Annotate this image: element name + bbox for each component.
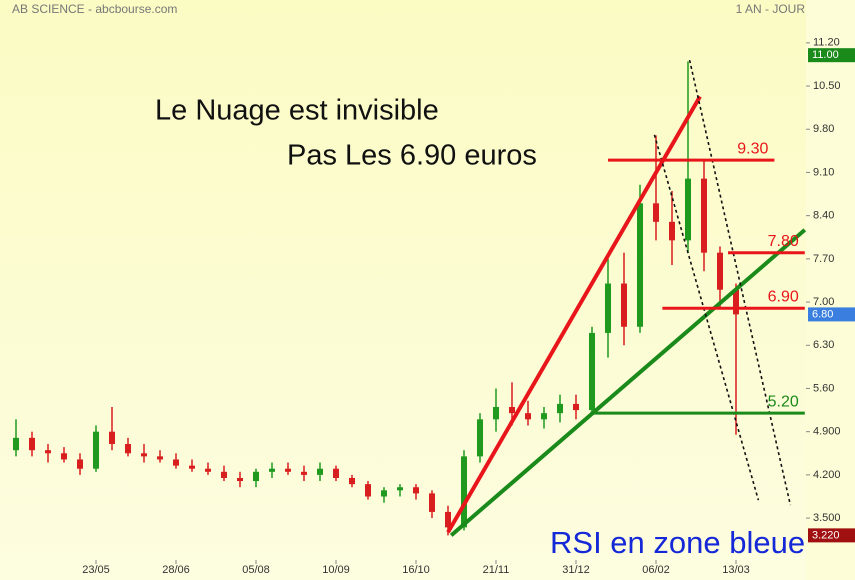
candle-body [461, 456, 467, 528]
candle-body [221, 471, 227, 478]
candle-body [637, 203, 643, 327]
x-tick-label: 28/06 [162, 564, 190, 576]
level-label: 6.90 [768, 288, 799, 305]
y-tick-label: 5.60 [813, 382, 834, 394]
x-tick-label: 31/12 [562, 564, 590, 576]
price-tag [808, 307, 855, 322]
candle-body [333, 468, 339, 478]
candle-body [205, 468, 211, 472]
chart-title: AB SCIENCE - abcbourse.com [12, 2, 177, 16]
x-tick-label: 06/02 [642, 564, 670, 576]
candle-body [541, 413, 547, 420]
candle-body [77, 459, 83, 469]
price-tag [808, 48, 855, 63]
level-label: 5.20 [768, 393, 799, 410]
candle-body [301, 471, 307, 475]
y-tick-label: 7.70 [813, 253, 834, 265]
x-tick-label: 13/03 [722, 564, 750, 576]
axis-layer: 3.500 4.200 4.900 5.60 6.30 7.00 7.70 8.40 9.10 9… [82, 37, 855, 576]
candle-body [445, 511, 451, 528]
candle-body [285, 468, 291, 472]
candle-body [269, 468, 275, 472]
candle-body [477, 419, 483, 457]
candle-body [605, 283, 611, 333]
candle-body [397, 487, 403, 491]
annotation: Le Nuage est invisible [155, 95, 439, 127]
y-tick-label: 6.30 [813, 339, 834, 351]
x-tick-label: 16/10 [402, 564, 430, 576]
candle-body [189, 465, 195, 469]
x-tick-label: 21/11 [483, 564, 510, 576]
trendline [446, 95, 702, 534]
candle-body [509, 406, 515, 414]
candle-body [141, 453, 147, 457]
candle-body [13, 437, 19, 451]
price-axis [806, 0, 855, 580]
candle-body [29, 437, 35, 451]
candle-body [717, 252, 723, 290]
trendline [449, 228, 807, 537]
annotation: RSI en zone bleue [550, 525, 805, 560]
candle-body [45, 450, 51, 454]
x-tick-label: 05/08 [242, 564, 270, 576]
candle-body [733, 289, 739, 315]
candle-body [413, 487, 419, 494]
y-tick-label: 3.500 [813, 512, 841, 524]
level-label: 9.30 [737, 140, 768, 157]
y-tick-label: 8.40 [813, 210, 834, 222]
y-tick-label: 4.900 [813, 426, 841, 438]
candle-body [349, 477, 355, 485]
candle-body [157, 456, 163, 460]
y-tick-label: 11.20 [813, 37, 840, 49]
price-tag-label: 6.80 [812, 308, 833, 320]
y-tick-label: 9.80 [813, 123, 834, 135]
candle-body [669, 221, 675, 241]
candle-body [253, 471, 259, 482]
candle-body [573, 403, 579, 411]
candle-body [685, 178, 691, 241]
trendline [688, 59, 792, 506]
y-tick-label: 10.50 [813, 80, 841, 92]
annotation: Pas Les 6.90 euros [287, 140, 537, 172]
plot-area: 9.30 7.80 6.90 5.20 [13, 59, 807, 537]
candle-body [621, 283, 627, 327]
candle-body [237, 477, 243, 482]
candle-body [525, 413, 531, 420]
x-tick-label: 23/05 [82, 564, 110, 576]
candle-body [317, 468, 323, 475]
candle-body [557, 403, 563, 414]
candle-body [109, 431, 115, 445]
price-tag-label: 3.220 [812, 529, 840, 541]
candle-body [173, 459, 179, 466]
x-tick-label: 10/09 [322, 564, 350, 576]
candle-body [93, 431, 99, 469]
candle-body [653, 203, 659, 222]
candle-body [589, 332, 595, 411]
candle-body [701, 178, 707, 253]
candle-body [365, 484, 371, 497]
candle-body [61, 453, 67, 460]
candle-body [429, 493, 435, 512]
candle-body [381, 490, 387, 497]
candle-body [493, 406, 499, 420]
candle-body [125, 444, 131, 454]
price-tag-label: 11.00 [812, 49, 839, 61]
y-tick-label: 7.00 [813, 296, 834, 308]
price-tag [808, 528, 855, 543]
chart-subtitle: 1 AN - JOUR [736, 2, 806, 16]
y-tick-label: 4.200 [813, 469, 841, 481]
y-tick-label: 9.10 [813, 166, 834, 178]
level-label: 7.80 [768, 233, 799, 250]
